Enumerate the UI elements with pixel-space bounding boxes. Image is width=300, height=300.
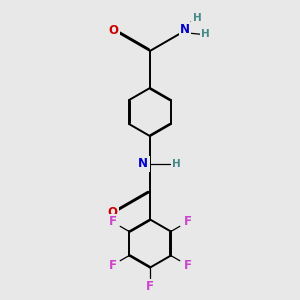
Text: O: O: [107, 206, 117, 218]
Text: H: H: [201, 29, 209, 39]
Text: H: H: [193, 13, 201, 22]
Text: N: N: [138, 158, 148, 170]
Text: F: F: [184, 215, 191, 228]
Text: F: F: [109, 259, 116, 272]
Text: H: H: [172, 159, 180, 169]
Text: N: N: [180, 23, 190, 36]
Text: F: F: [184, 259, 191, 272]
Text: O: O: [109, 24, 118, 37]
Text: F: F: [146, 280, 154, 293]
Text: F: F: [109, 215, 116, 228]
